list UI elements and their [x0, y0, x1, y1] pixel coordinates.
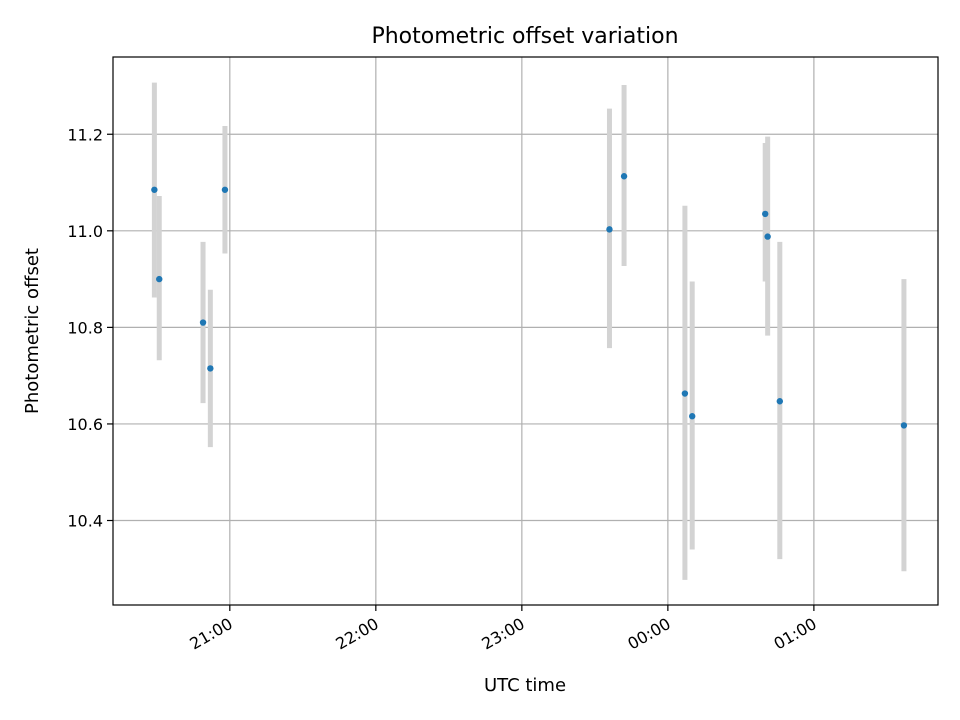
data-point: [606, 226, 613, 233]
data-point: [207, 365, 214, 372]
data-point: [900, 422, 908, 429]
data-point: [764, 233, 771, 240]
plot-frame: [112, 56, 939, 606]
data-point: [776, 398, 784, 405]
chart-title: Photometric offset variation: [371, 24, 678, 49]
data-point: [156, 275, 163, 283]
data-points: [151, 173, 908, 429]
data-point: [151, 186, 158, 193]
y-tick-label: 10.8: [67, 318, 103, 337]
y-tick-label: 10.6: [67, 415, 103, 434]
data-point: [762, 210, 769, 218]
x-axis-label: UTC time: [484, 675, 566, 696]
data-point: [620, 173, 628, 180]
data-point: [199, 319, 207, 326]
y-tick-label: 11.2: [67, 125, 103, 144]
y-axis-ticks: 10.4 10.6 10.8 11.0 11.2: [67, 125, 113, 531]
grid-lines: [113, 57, 938, 605]
y-axis-label: Photometric offset: [22, 248, 43, 414]
y-tick-label: 11.0: [67, 222, 103, 241]
plot-area: [113, 57, 938, 605]
data-point: [221, 186, 229, 193]
data-point: [681, 390, 689, 397]
data-point: [689, 413, 696, 420]
y-tick-label: 10.4: [67, 512, 103, 531]
